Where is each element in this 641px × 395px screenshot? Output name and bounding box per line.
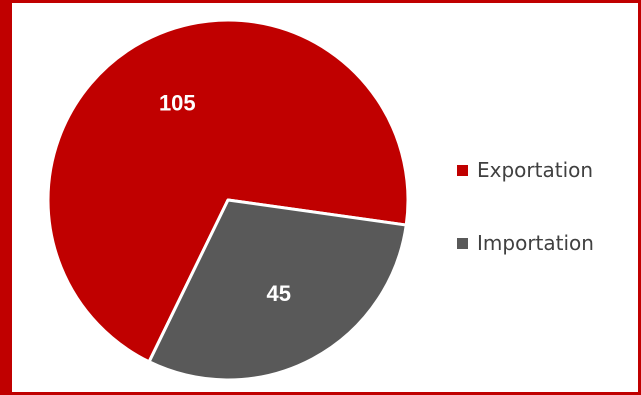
slice-exportation [46,18,410,364]
slice-importation [147,198,408,382]
slice-label-importation: 45 [266,281,290,306]
legend-label-importation: Importation [477,231,594,255]
legend-item-exportation: Exportation [457,151,594,189]
legend-item-importation: Importation [457,224,594,262]
legend-label-exportation: Exportation [477,158,594,182]
legend: Exportation Importation [457,151,594,297]
legend-swatch-exportation [457,164,468,176]
slice-label-exportation: 105 [159,90,196,115]
legend-swatch-importation [457,237,468,249]
